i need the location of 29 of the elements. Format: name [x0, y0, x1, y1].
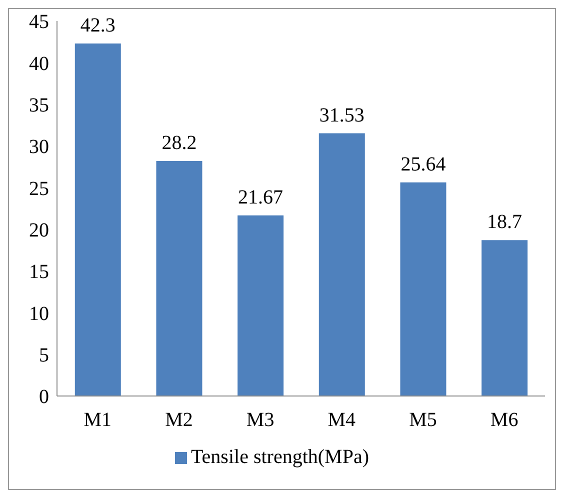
y-tick-label: 0 [39, 386, 49, 408]
y-tick-label: 40 [29, 52, 49, 75]
x-tick-label: M4 [328, 409, 356, 432]
y-tick-label: 5 [39, 344, 49, 366]
x-tick-label: M6 [490, 409, 518, 432]
data-label: 28.2 [162, 132, 197, 154]
y-tick-label: 35 [29, 94, 49, 116]
bar [238, 215, 284, 396]
y-tick-label: 15 [29, 261, 49, 284]
bar [482, 240, 528, 396]
data-label: 25.64 [400, 153, 446, 176]
bar [156, 161, 202, 396]
y-tick-label: 10 [29, 302, 49, 325]
data-label: 31.53 [319, 104, 364, 126]
y-tick-label: 45 [29, 11, 49, 34]
y-tick-label: 30 [29, 136, 49, 158]
data-label: 21.67 [238, 186, 284, 208]
bar [74, 44, 121, 396]
y-tick-label: 20 [29, 219, 49, 242]
x-tick-label: M5 [409, 409, 437, 432]
bar [400, 182, 446, 396]
legend-label: Tensile strength(MPa) [190, 446, 369, 468]
x-tick-label: M1 [84, 409, 112, 432]
data-label: 18.7 [487, 211, 522, 234]
bar [318, 133, 365, 396]
y-tick-label: 25 [29, 178, 49, 200]
data-label: 42.3 [80, 14, 116, 36]
x-tick-label: M3 [246, 409, 274, 432]
x-tick-label: M2 [165, 409, 193, 432]
